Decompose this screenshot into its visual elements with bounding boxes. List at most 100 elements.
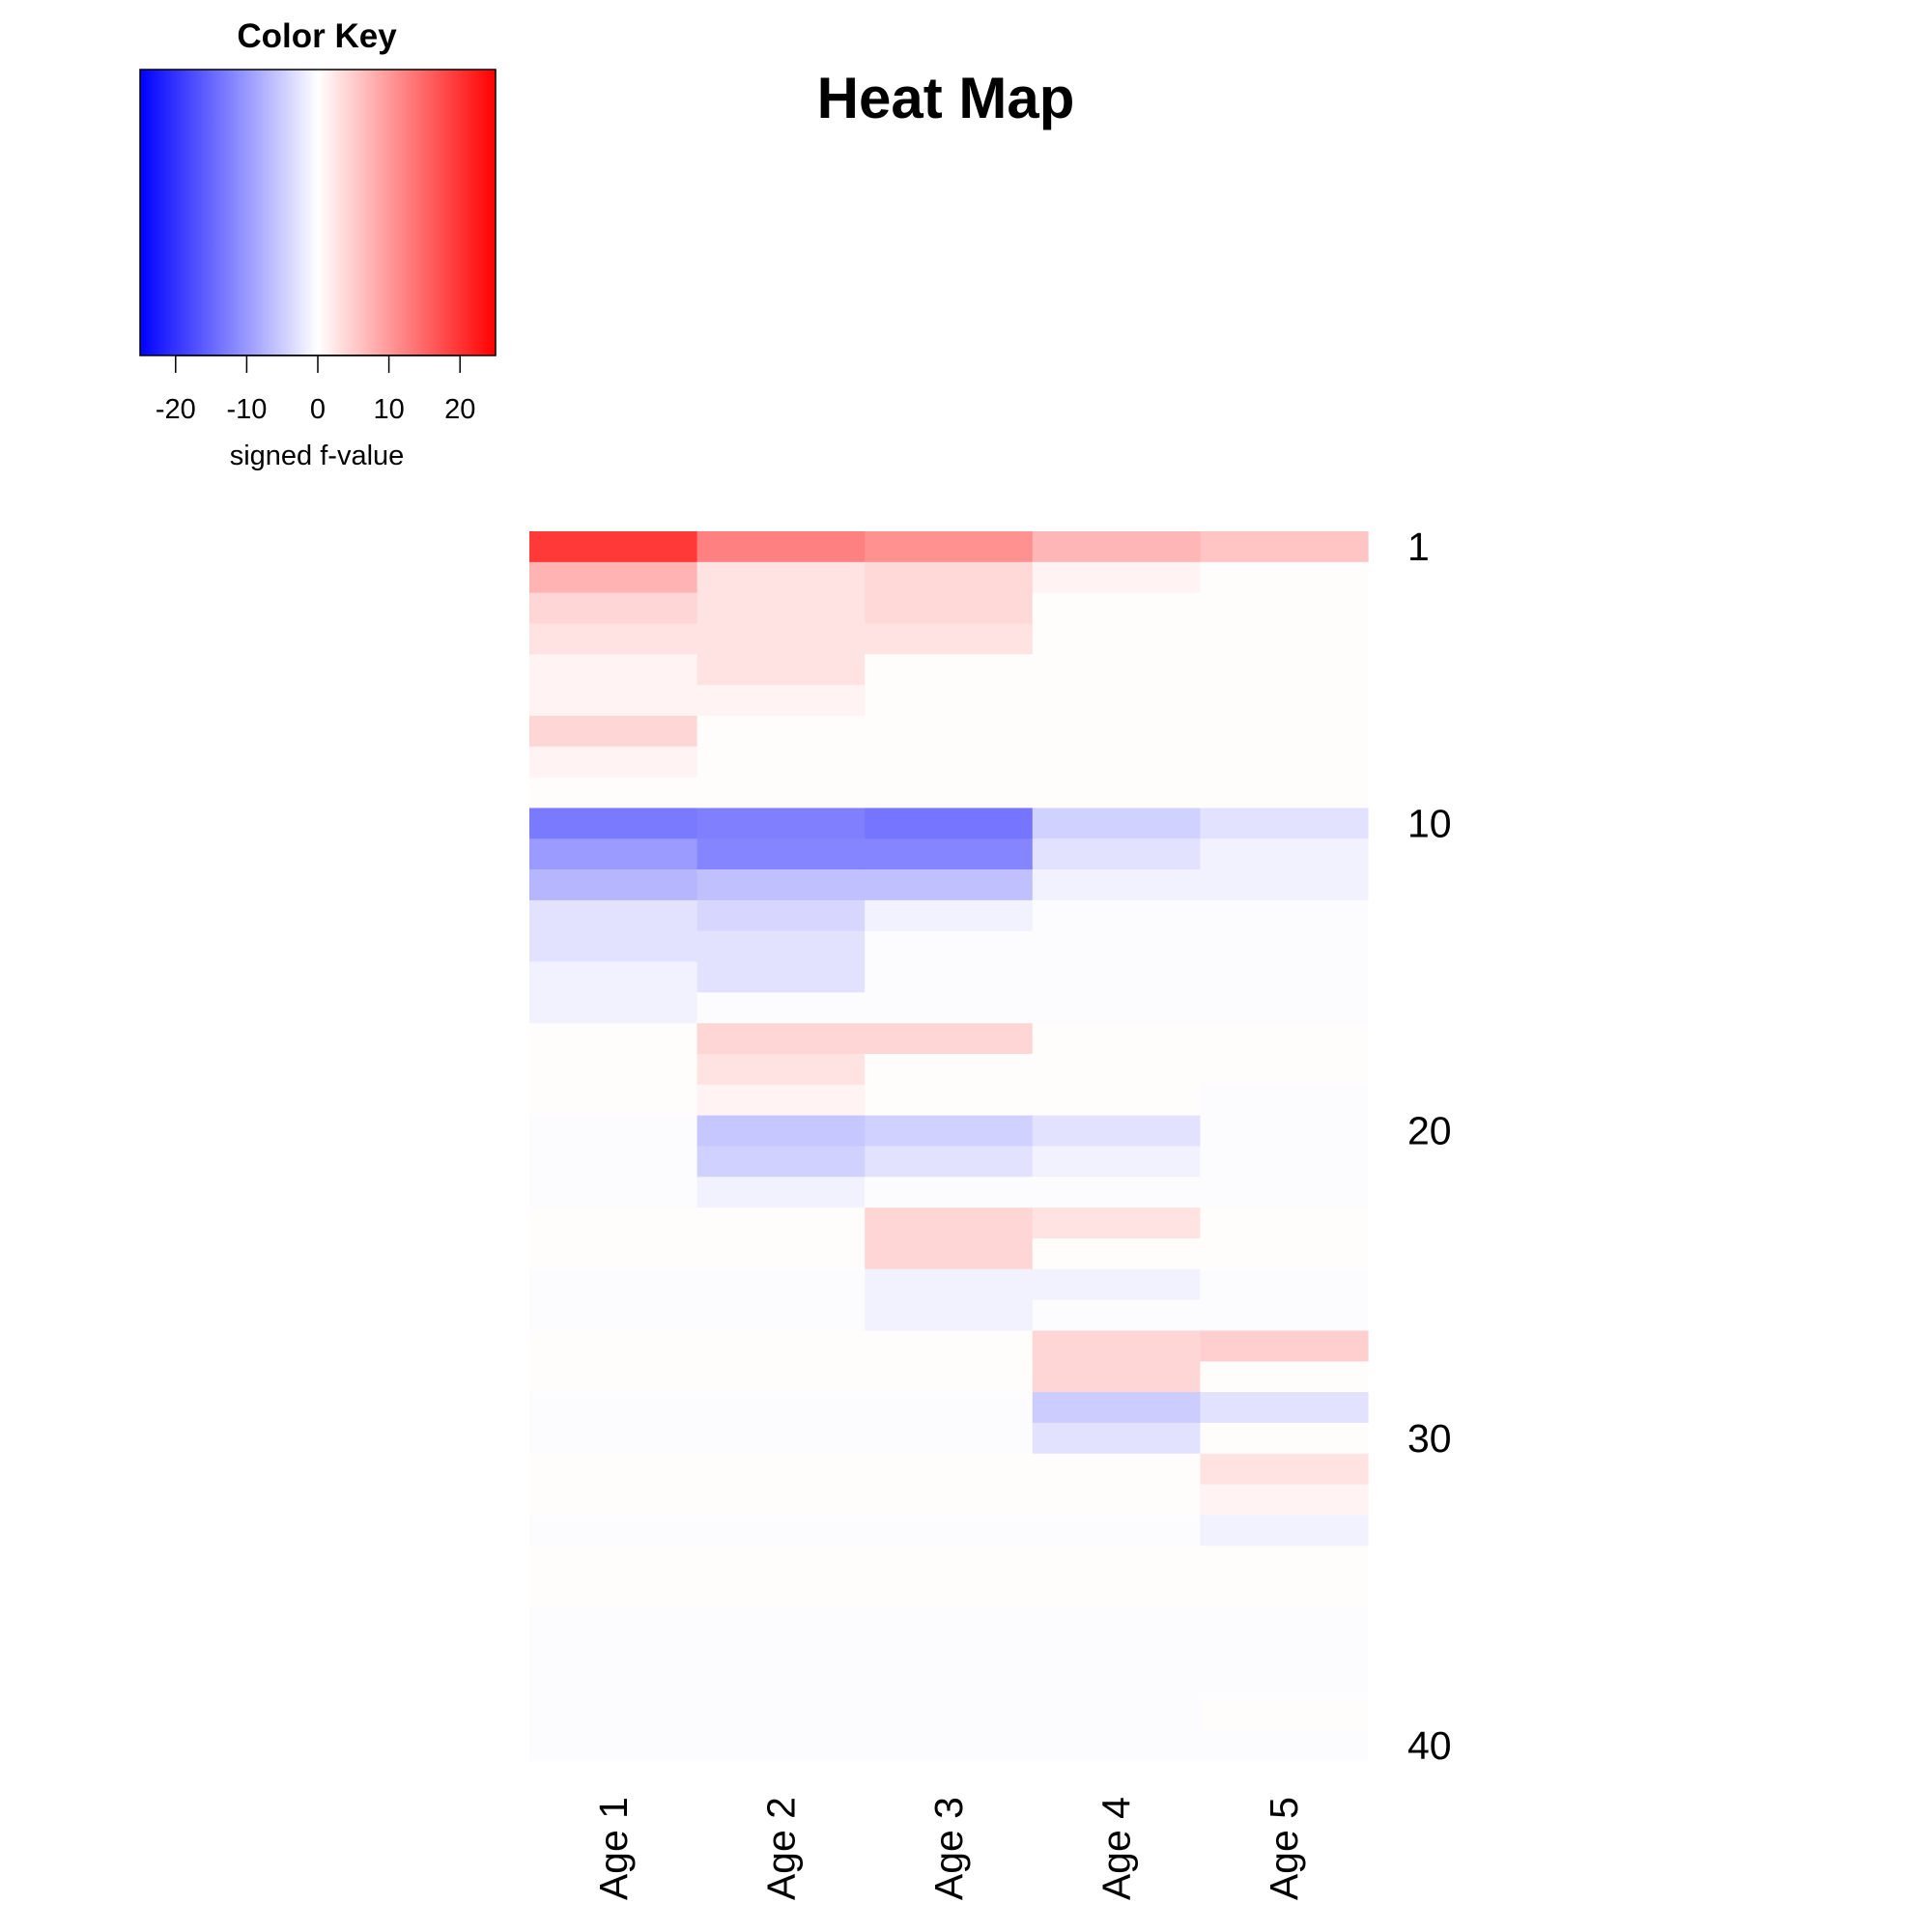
column-label: Age 3 (926, 1797, 971, 1900)
heatmap-cell (865, 1577, 1034, 1608)
heatmap-cell (1200, 715, 1369, 748)
heatmap-cell (696, 654, 866, 686)
heatmap-cell (1032, 1546, 1201, 1577)
heatmap-cell (696, 1361, 866, 1393)
heatmap-cell (1200, 1546, 1369, 1577)
heatmap-cell (1032, 1392, 1201, 1424)
heatmap-cell (696, 1177, 866, 1208)
column-labels: Age 1 Age 2 Age 3 Age 4 Age 5 (591, 1797, 1306, 1900)
column-label: Age 4 (1094, 1797, 1139, 1900)
heatmap-cell (1200, 1392, 1369, 1424)
heatmap-cell (865, 1606, 1034, 1639)
chart-title: Heat Map (817, 66, 1075, 130)
heatmap-cell (865, 1299, 1034, 1332)
heatmap-cell (529, 961, 698, 993)
heatmap-cell (529, 1515, 698, 1547)
heatmap-cell (529, 1730, 698, 1762)
heatmap-cell (1032, 1453, 1201, 1486)
heatmap-cell (1200, 1606, 1369, 1639)
heatmap-cell (529, 746, 698, 779)
heatmap-cell (1200, 777, 1369, 810)
heatmap-cell (865, 1668, 1034, 1700)
heatmap-cell (696, 1637, 866, 1670)
color-key-tick-label: -20 (156, 394, 196, 425)
heatmap-cell (696, 777, 866, 810)
heatmap-cell (865, 1637, 1034, 1670)
heatmap-cell (529, 1330, 698, 1362)
heatmap-cell (529, 838, 698, 870)
heatmap-cell (1032, 1484, 1201, 1516)
heatmap-cell (696, 531, 866, 563)
heatmap-cell (529, 685, 698, 717)
row-label: 30 (1407, 1416, 1452, 1461)
heatmap-cell (529, 1177, 698, 1208)
heatmap-cell (865, 1054, 1034, 1086)
heatmap-cell (1032, 1115, 1201, 1148)
row-labels: 1 10 20 30 40 (1407, 525, 1452, 1768)
heatmap-cell (529, 992, 698, 1024)
heatmap-cell (1032, 808, 1201, 839)
heatmap-cell (1200, 1730, 1369, 1762)
heatmap-cell (1032, 777, 1201, 810)
row-label: 10 (1407, 801, 1452, 845)
heatmap-cell (529, 1268, 698, 1301)
heatmap-cell (529, 1084, 698, 1117)
heatmap-cell (1200, 930, 1369, 963)
heatmap-cell (529, 1392, 698, 1424)
heatmap-cell (1200, 1177, 1369, 1208)
color-key-title: Color Key (237, 17, 397, 55)
heatmap-cell (1200, 1422, 1369, 1455)
heatmap-cell (529, 1115, 698, 1148)
color-key-tick-label: -10 (226, 394, 267, 425)
heatmap-cell (696, 961, 866, 993)
heatmap-cell (696, 1668, 866, 1700)
heatmap-cell (1032, 592, 1201, 625)
heatmap-cell (1200, 808, 1369, 839)
heatmap-cell (1032, 1208, 1201, 1239)
heatmap-cell (1200, 1699, 1369, 1731)
heatmap-cell (865, 1023, 1034, 1055)
heatmap-cell (1200, 992, 1369, 1024)
heatmap-cell (1032, 1668, 1201, 1700)
heatmap-cell (1032, 869, 1201, 901)
heatmap-cell (529, 899, 698, 932)
heatmap-cell (529, 1453, 698, 1486)
color-key-tick-label: 0 (310, 394, 326, 425)
heatmap-cell (696, 592, 866, 625)
heatmap-cell (1032, 1515, 1201, 1547)
heatmap-cell (529, 808, 698, 839)
heatmap-cell (529, 654, 698, 686)
heatmap-cell (1032, 685, 1201, 717)
heatmap-cell (865, 685, 1034, 717)
heatmap-cell (1032, 1237, 1201, 1270)
heatmap-cell (696, 623, 866, 655)
heatmap-cell (1200, 869, 1369, 901)
heatmap-cell (865, 1515, 1034, 1547)
color-key-tick-label: 10 (373, 394, 404, 425)
heatmap-cell (865, 1330, 1034, 1362)
heatmap-cell (529, 1546, 698, 1577)
heatmap-cell (865, 1392, 1034, 1424)
heatmap-cell (529, 1637, 698, 1670)
heatmap-cell (865, 1268, 1034, 1301)
heatmap-cell (696, 1330, 866, 1362)
column-label: Age 2 (758, 1797, 803, 1900)
column-label: Age 1 (591, 1797, 636, 1900)
heatmap-cell (696, 1054, 866, 1086)
heatmap-cell (1032, 1023, 1201, 1055)
heatmap-cell (1032, 1299, 1201, 1332)
heatmap-cell (529, 1422, 698, 1455)
heatmap-cell (696, 1546, 866, 1577)
heatmap-cell (529, 531, 698, 563)
heatmap-cell (696, 1515, 866, 1547)
heatmap-cell (1032, 623, 1201, 655)
heatmap-cell (529, 1699, 698, 1731)
color-key: Color Key -20 -10 0 10 20 signed f-value (139, 17, 497, 471)
heatmap-cell (529, 715, 698, 748)
heatmap-cell (865, 1237, 1034, 1270)
heatmap-cell (1200, 1361, 1369, 1393)
heatmap-cell (1032, 1146, 1201, 1178)
heatmap-cell (1200, 685, 1369, 717)
heatmap-cell (1032, 715, 1201, 748)
